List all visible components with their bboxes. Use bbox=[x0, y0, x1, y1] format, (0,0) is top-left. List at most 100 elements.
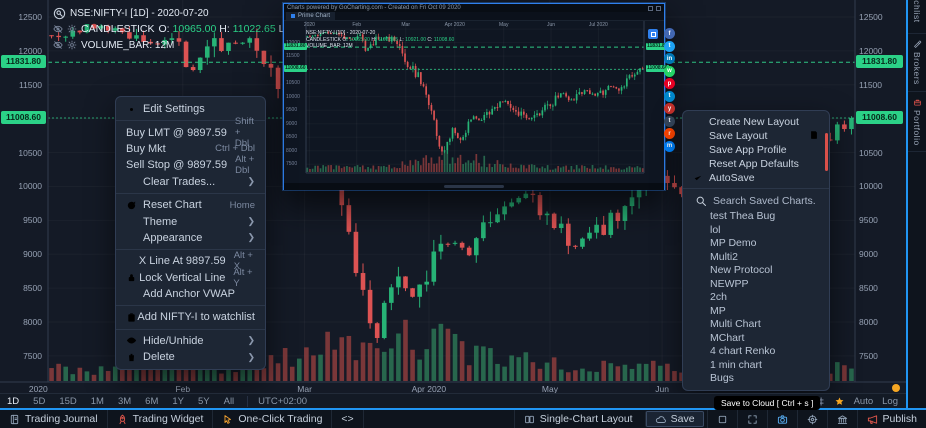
maximize-pane-button[interactable] bbox=[706, 410, 737, 428]
linkedin-share-icon[interactable]: in bbox=[664, 53, 675, 64]
window-close-icon[interactable] bbox=[656, 5, 661, 11]
preview-window-titlebar[interactable]: Charts powered by GoCharting.com - Creat… bbox=[284, 4, 664, 12]
hide-series-icon[interactable] bbox=[53, 24, 63, 34]
reddit-share-icon[interactable]: r bbox=[664, 128, 675, 139]
menu-item-add-nifty-i-to-watchlist[interactable]: Add NIFTY-I to watchlist bbox=[116, 309, 265, 325]
marketplace-button[interactable] bbox=[826, 410, 857, 428]
range-button-5d[interactable]: 5D bbox=[33, 395, 46, 407]
saved-chart-1-min-chart[interactable]: 1 min chart bbox=[710, 358, 762, 371]
save-button[interactable]: Save bbox=[644, 411, 704, 427]
menu-item-reset-app-defaults[interactable]: Reset App Defaults bbox=[683, 157, 829, 171]
timezone-label[interactable]: UTC+02:00 bbox=[247, 395, 317, 407]
saved-chart-test-thea-bug[interactable]: test Thea Bug bbox=[710, 210, 776, 222]
cloud-icon bbox=[655, 414, 666, 425]
menu-item-sell-stop-9897-59[interactable]: Sell Stop @ 9897.59 Alt + Dbl bbox=[116, 154, 265, 176]
menu-item-hide-unhide[interactable]: Hide/Unhide ❯ bbox=[116, 333, 265, 349]
menu-scrollbar[interactable] bbox=[825, 133, 828, 171]
menu-item-buy-lmt-9897-59[interactable]: Buy LMT @ 9897.59 Shift + Dbl bbox=[116, 116, 265, 149]
range-button-5y[interactable]: 5Y bbox=[197, 395, 210, 407]
menu-item-reset-chart[interactable]: Reset Chart Home bbox=[116, 197, 265, 213]
copy-snapshot-icon[interactable] bbox=[648, 29, 658, 39]
menu-item-lock-vertical-line[interactable]: Lock Vertical Line Alt + Y bbox=[116, 267, 265, 289]
menu-item-appearance[interactable]: Appearance ❯ bbox=[116, 230, 265, 246]
crosshair-settings-button[interactable] bbox=[796, 410, 827, 428]
auto-scale-toggle[interactable]: Auto bbox=[853, 395, 874, 407]
trading-widget-button[interactable]: Trading Widget bbox=[108, 410, 214, 428]
saved-chart-mchart[interactable]: MChart bbox=[710, 331, 745, 344]
range-button-1m[interactable]: 1M bbox=[90, 395, 104, 407]
menu-item-save-layout[interactable]: Save Layout bbox=[683, 129, 829, 143]
log-scale-toggle[interactable]: Log bbox=[882, 395, 898, 407]
saved-chart-4-chart-renko[interactable]: 4 chart Renko bbox=[710, 345, 776, 357]
range-button-6m[interactable]: 6M bbox=[145, 395, 159, 407]
menu-item-theme[interactable]: Theme ❯ bbox=[116, 213, 265, 229]
menu-item-autosave[interactable]: AutoSave bbox=[683, 171, 829, 185]
whatsapp-share-icon[interactable]: w bbox=[664, 65, 675, 77]
saved-chart-2ch[interactable]: 2ch bbox=[710, 291, 727, 303]
symbol-search-icon[interactable] bbox=[53, 7, 66, 20]
tumblr-share-icon[interactable]: t bbox=[664, 115, 675, 127]
menu-item-add-anchor-vwap[interactable]: Add Anchor VWAP bbox=[116, 286, 265, 302]
saved-chart-mp-demo[interactable]: MP Demo bbox=[710, 237, 757, 249]
square-icon bbox=[717, 414, 728, 425]
symbol-title: NSE:NIFTY-I [1D] - 2020-07-20 bbox=[70, 7, 209, 19]
preview-time-tick: Feb bbox=[352, 22, 361, 28]
level-price-label: 11831.80 bbox=[1, 55, 46, 69]
facebook-share-icon[interactable]: f bbox=[664, 28, 675, 39]
price-tick: 9500 bbox=[859, 215, 878, 226]
messenger-share-icon[interactable]: m bbox=[664, 140, 675, 152]
sidebar-tab-watchlist[interactable]: Watchlist bbox=[908, 0, 926, 34]
fullscreen-button[interactable] bbox=[736, 410, 767, 428]
one-click-trading-button[interactable]: One-Click Trading bbox=[213, 410, 333, 428]
saved-chart-lol[interactable]: lol bbox=[710, 223, 721, 236]
menu-item-edit-settings[interactable]: Edit Settings bbox=[116, 101, 265, 117]
publish-button[interactable]: Publish bbox=[856, 410, 926, 428]
series-settings-icon[interactable] bbox=[67, 40, 77, 50]
lock-icon bbox=[126, 272, 139, 283]
menu-item-create-new-layout[interactable]: Create New Layout bbox=[683, 115, 829, 129]
twitter-share-icon[interactable]: t bbox=[664, 40, 675, 52]
button-label: Publish bbox=[882, 413, 917, 425]
series-settings-icon[interactable] bbox=[67, 24, 77, 34]
saved-chart-new-protocol[interactable]: New Protocol bbox=[710, 264, 773, 276]
sidebar-tab-portfolio[interactable]: Portfolio bbox=[908, 92, 926, 153]
code-snippet-button[interactable]: <> bbox=[332, 410, 364, 428]
chart-preview-window[interactable]: Charts powered by GoCharting.com - Creat… bbox=[283, 3, 669, 190]
saved-chart-newpp[interactable]: NEWPP bbox=[710, 277, 749, 290]
menu-item-buy-mkt[interactable]: Buy Mkt Ctrl + Dbl bbox=[116, 141, 265, 157]
price-tick: 8500 bbox=[859, 283, 878, 294]
preview-tab[interactable]: Prime Chart bbox=[286, 12, 336, 20]
menu-item-clear-trades[interactable]: Clear Trades... ❯ bbox=[116, 174, 265, 190]
telegram-share-icon[interactable]: t bbox=[664, 90, 675, 102]
sidebar-tab-brokers[interactable]: Brokers bbox=[908, 34, 926, 92]
menu-item-x-line-at-9897-59[interactable]: X Line At 9897.59 Alt + X bbox=[116, 250, 265, 272]
trading-journal-button[interactable]: Trading Journal bbox=[0, 410, 108, 428]
single-chart-layout-button[interactable]: Single-Chart Layout bbox=[513, 410, 642, 428]
saved-chart-mp[interactable]: MP bbox=[710, 304, 726, 317]
range-button-all[interactable]: All bbox=[223, 395, 235, 407]
hide-series-icon[interactable] bbox=[53, 40, 63, 50]
saved-chart-multi2[interactable]: Multi2 bbox=[710, 250, 739, 263]
pinterest-share-icon[interactable]: p bbox=[664, 78, 675, 89]
search-saved-charts-input[interactable] bbox=[713, 195, 823, 207]
favorite-star-icon[interactable] bbox=[834, 396, 845, 407]
range-button-15d[interactable]: 15D bbox=[59, 395, 77, 407]
menu-divider bbox=[683, 188, 829, 189]
preview-chart-canvas[interactable] bbox=[284, 21, 664, 183]
range-button-3m[interactable]: 3M bbox=[117, 395, 132, 407]
menu-item-label: Save App Profile bbox=[709, 144, 787, 156]
range-button-1d[interactable]: 1D bbox=[7, 395, 20, 407]
screenshot-button[interactable] bbox=[766, 410, 797, 428]
youtube-share-icon[interactable]: y bbox=[664, 103, 675, 114]
price-tick: 8000 bbox=[23, 317, 42, 328]
preview-chart[interactable]: NSE:NIFTY-I [1D] - 2020-07-20 CANDLESTIC… bbox=[284, 21, 669, 183]
range-button-1y[interactable]: 1Y bbox=[172, 395, 184, 407]
scrollbar-thumb[interactable] bbox=[444, 185, 504, 188]
preview-scrollbar[interactable] bbox=[284, 183, 664, 190]
sidebar-tab-label: Watchlist bbox=[912, 0, 922, 23]
saved-chart-bugs[interactable]: Bugs bbox=[710, 372, 734, 384]
window-restore-icon[interactable] bbox=[648, 5, 653, 11]
saved-chart-multi-chart[interactable]: Multi Chart bbox=[710, 318, 761, 330]
menu-item-save-app-profile[interactable]: Save App Profile bbox=[683, 143, 829, 157]
menu-item-delete[interactable]: Delete ❯ bbox=[116, 349, 265, 365]
